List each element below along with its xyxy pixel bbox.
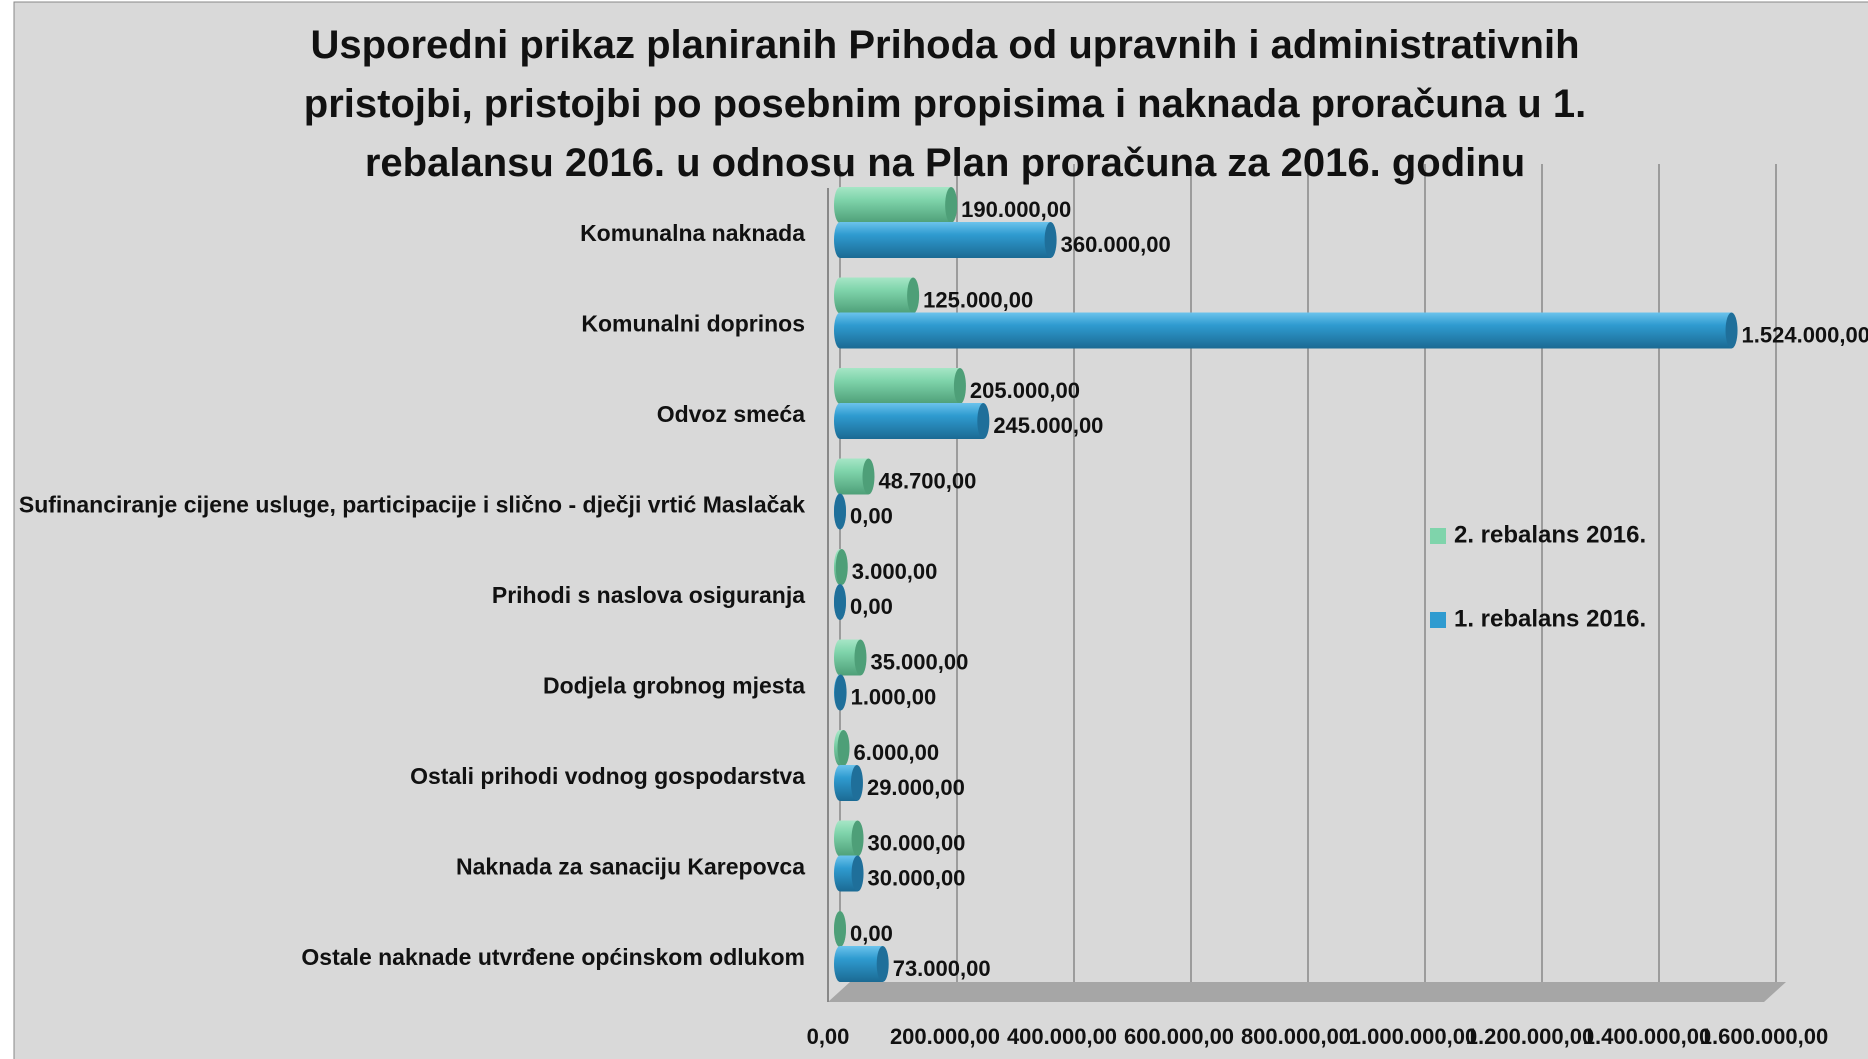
- x-tick-label: 1.000.000,00: [1349, 1024, 1477, 1049]
- data-label: 1.000,00: [851, 684, 937, 709]
- bar-cap: [834, 855, 846, 892]
- bar-cap: [977, 403, 990, 439]
- bar-cap: [945, 187, 958, 223]
- bar-cap: [834, 222, 846, 258]
- bar-cap: [851, 855, 864, 892]
- bar-cap: [834, 946, 846, 982]
- bar: [840, 946, 883, 982]
- bar-cap: [851, 820, 864, 857]
- bar-cap: [837, 730, 850, 766]
- y-tick-label: Sufinanciranje cijene usluge, participac…: [19, 492, 805, 518]
- y-tick-label: Komunalna naknada: [580, 220, 805, 246]
- bar: [840, 312, 1732, 349]
- data-label: 30.000,00: [868, 865, 966, 890]
- bar-cap: [834, 911, 846, 947]
- y-tick-label: Dodjela grobnog mjesta: [543, 673, 805, 699]
- data-label: 35.000,00: [870, 649, 968, 674]
- bar-cap: [834, 639, 846, 676]
- x-tick-label: 600.000,00: [1124, 1024, 1234, 1049]
- x-tick-label: 1.400.000,00: [1583, 1024, 1711, 1049]
- bar-cap: [834, 368, 846, 404]
- bar-cap: [834, 187, 846, 223]
- data-label: 0,00: [850, 921, 893, 946]
- legend-swatch: [1430, 612, 1446, 628]
- legend-label: 1. rebalans 2016.: [1454, 605, 1646, 632]
- bar-cap: [834, 674, 847, 711]
- y-tick-label: Prihodi s naslova osiguranja: [492, 582, 805, 608]
- bar-cap: [834, 584, 846, 620]
- data-label: 1.524.000,00: [1742, 322, 1868, 347]
- bar-cap: [876, 946, 889, 982]
- data-label: 48.700,00: [878, 468, 976, 493]
- bar: [840, 368, 960, 404]
- data-label: 0,00: [850, 503, 893, 528]
- chart-background: [13, 1, 1868, 1059]
- legend-label: 2. rebalans 2016.: [1454, 521, 1646, 548]
- bar-cap: [834, 277, 846, 314]
- y-tick-label: Odvoz smeća: [657, 401, 805, 427]
- legend-swatch: [1430, 528, 1446, 544]
- data-label: 205.000,00: [970, 378, 1080, 403]
- x-tick-label: 0,00: [807, 1024, 850, 1049]
- floor: [828, 982, 1786, 1002]
- data-label: 30.000,00: [868, 830, 966, 855]
- data-label: 0,00: [850, 594, 893, 619]
- bar-cap: [1044, 222, 1057, 258]
- data-label: 190.000,00: [961, 197, 1071, 222]
- data-label: 29.000,00: [867, 775, 965, 800]
- x-tick-label: 400.000,00: [1007, 1024, 1117, 1049]
- x-tick-label: 800.000,00: [1241, 1024, 1351, 1049]
- bar-cap: [834, 820, 846, 857]
- data-label: 6.000,00: [854, 740, 940, 765]
- data-label: 125.000,00: [923, 287, 1033, 312]
- data-label: 245.000,00: [993, 413, 1103, 438]
- bar-cap: [834, 493, 846, 530]
- y-tick-label: Naknada za sanaciju Karepovca: [456, 854, 805, 880]
- bar: [840, 403, 984, 439]
- chart-title: Usporedni prikaz planiranih Prihoda od u…: [303, 23, 1587, 185]
- bar-cap: [862, 458, 875, 495]
- bar-cap: [907, 277, 920, 314]
- bar-cap: [835, 549, 848, 585]
- x-tick-label: 1.200.000,00: [1466, 1024, 1594, 1049]
- data-label: 73.000,00: [893, 956, 991, 981]
- bar-cap: [834, 312, 846, 349]
- bar-cap: [834, 458, 846, 495]
- x-tick-label: 1.600.000,00: [1700, 1024, 1828, 1049]
- y-tick-label: Ostale naknade utvrđene općinskom odluko…: [301, 944, 805, 970]
- bar-cap: [850, 765, 863, 801]
- bar-cap: [953, 368, 966, 404]
- bar: [840, 222, 1051, 258]
- bar-cap: [854, 639, 867, 676]
- bar: [840, 277, 914, 314]
- bar: [840, 187, 952, 223]
- y-tick-label: Ostali prihodi vodnog gospodarstva: [410, 763, 805, 789]
- bar-cap: [834, 403, 846, 439]
- data-label: 360.000,00: [1061, 232, 1171, 257]
- y-tick-label: Komunalni doprinos: [581, 311, 805, 337]
- data-label: 3.000,00: [852, 559, 938, 584]
- bar-cap: [1725, 312, 1738, 349]
- x-tick-label: 200.000,00: [890, 1024, 1000, 1049]
- bar-cap: [834, 765, 846, 801]
